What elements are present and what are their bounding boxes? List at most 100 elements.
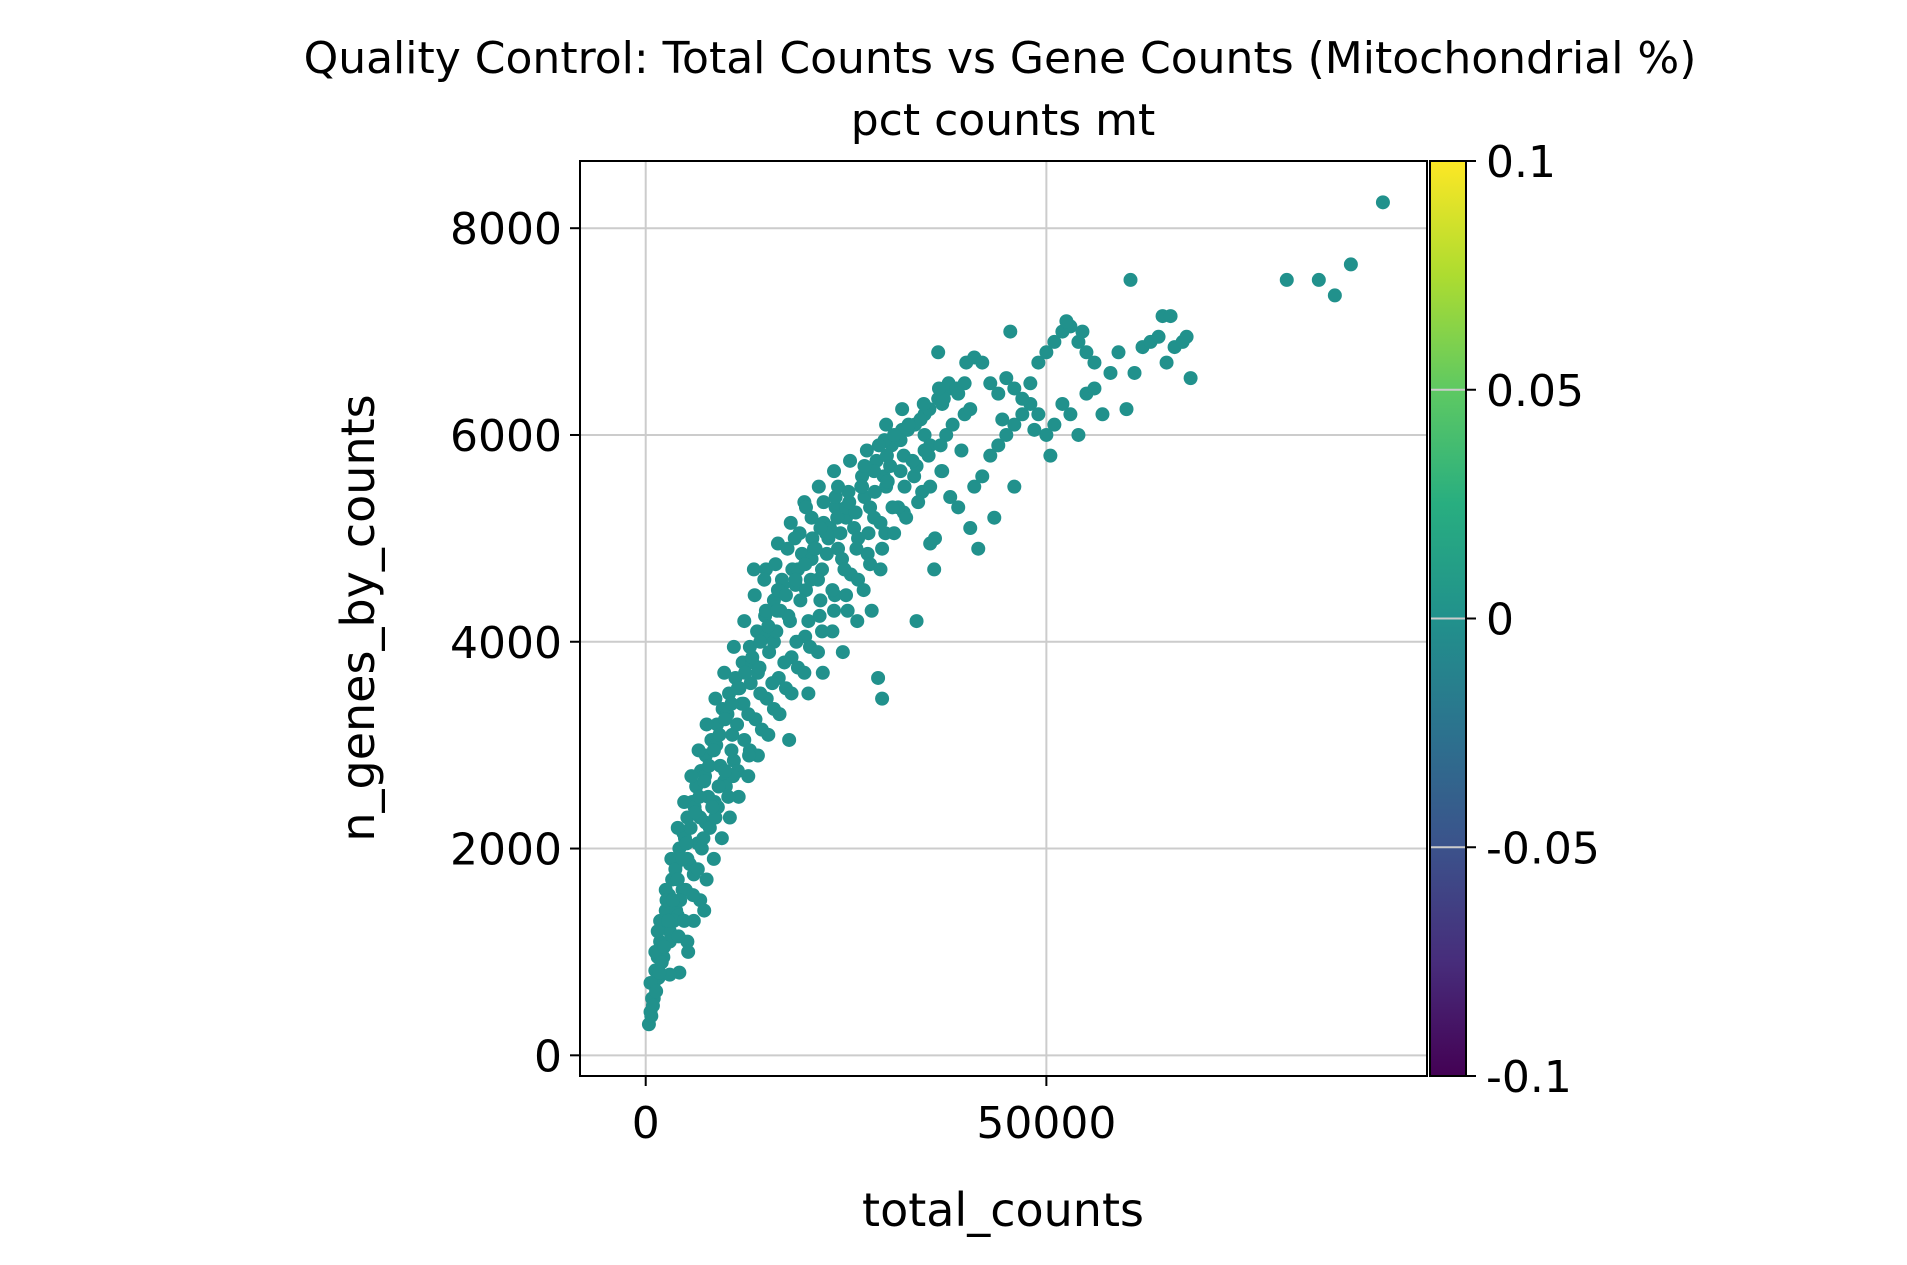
scatter-point [867,484,882,499]
scatter-point [644,1009,659,1024]
scatter-point [813,593,828,608]
scatter-point [813,521,828,536]
scatter-point [681,944,696,959]
grid-lines [580,161,1427,1076]
colorbar-tick-label: -0.05 [1486,823,1600,874]
scatter-point [696,831,711,846]
scatter-point [781,608,796,623]
scatter-point [840,603,855,618]
scatter-point [730,717,745,732]
scatter-point [745,650,760,665]
scatter-point [697,903,712,918]
scatter-point [893,464,908,479]
scatter-point [854,479,869,494]
scatter-point [1007,417,1022,432]
scatter-point [697,774,712,789]
scatter-point [1123,272,1138,287]
plot-frame [579,160,1428,1077]
scatter-point [752,660,767,675]
scatter-point [1007,479,1022,494]
y-axis-ticks: 0 2000 4000 6000 8000 [450,204,580,1082]
scatter-point [825,583,840,598]
scatter-point [692,789,707,804]
scatter-point [787,531,802,546]
scatter-point [768,557,783,572]
scatter-point [861,526,876,541]
y-tick-label: 0 [534,1031,562,1082]
scatter-point [811,479,826,494]
scatter-point [724,743,739,758]
scatter-point [730,681,745,696]
scatter-point [856,583,871,598]
scatter-point [685,888,700,903]
scatter-point [778,588,793,603]
x-axis-title: total_counts [862,1183,1144,1237]
scatter-point [706,743,721,758]
scatter-point [1343,257,1358,272]
scatter-point [706,851,721,866]
scatter-point [895,402,910,417]
scatter-point [801,686,816,701]
scatter-point [675,851,690,866]
scatter-point [679,836,694,851]
scatter-point [677,795,692,810]
scatter-point [857,459,872,473]
scatter-point [991,438,1006,453]
scatter-point [880,474,895,489]
scatter-point [683,820,698,835]
scatter-point [835,645,850,660]
scatter-point [812,608,827,623]
scatter-point [741,769,756,784]
y-tick-label: 8000 [450,204,562,255]
scatter-point [699,717,714,732]
colorbar-tick-label: 0.1 [1486,137,1556,188]
scatter-point [1055,396,1070,411]
x-tick-label: 0 [632,1098,660,1149]
scatter-point [803,572,818,587]
scatter-point [1163,309,1178,324]
scatter-point [899,510,914,525]
scatter-point [917,443,932,458]
x-axis-ticks: 0 50000 [632,1076,1116,1149]
scatter-point [721,789,736,804]
scatter-point [999,427,1014,442]
scatter-point [761,619,776,634]
scatter-point [652,965,667,980]
scatter-point [1015,391,1030,406]
scatter-point [708,691,723,706]
scatter-point [971,541,986,556]
scatter-point [887,427,902,442]
scatter-point [917,427,932,442]
scatter-point [873,562,888,577]
scatter-point [933,438,948,453]
scatter-point [839,588,854,603]
scatter-point [859,443,874,458]
scatter-point [772,707,787,722]
scatter-point [777,655,792,670]
colorbar-ticks: 0.1 0.05 0 -0.05 -0.1 [1466,137,1600,1103]
scatter-point [841,484,856,499]
scatter-point [828,500,843,515]
scatter-point [851,531,866,546]
scatter-point [765,676,780,691]
scatter-point [957,376,972,391]
scatter-point [873,515,888,530]
colorbar-tick-label: 0 [1486,595,1514,646]
scatter-point [718,712,733,727]
scatter-point [702,758,717,773]
scatter-point [780,541,795,556]
scatter-point [995,412,1010,427]
scatter-point [1375,195,1390,210]
scatter-point [699,872,714,887]
scatter-point [691,743,706,758]
scatter-point [864,603,879,618]
scatter-point [782,732,797,747]
scatter-point [711,779,726,794]
scatter-point [1279,272,1294,287]
scatter-point [1111,345,1126,360]
scatter-point [686,913,701,928]
scatter-points [641,195,1390,1032]
scatter-point [757,572,772,587]
scatter-point [1039,345,1054,360]
